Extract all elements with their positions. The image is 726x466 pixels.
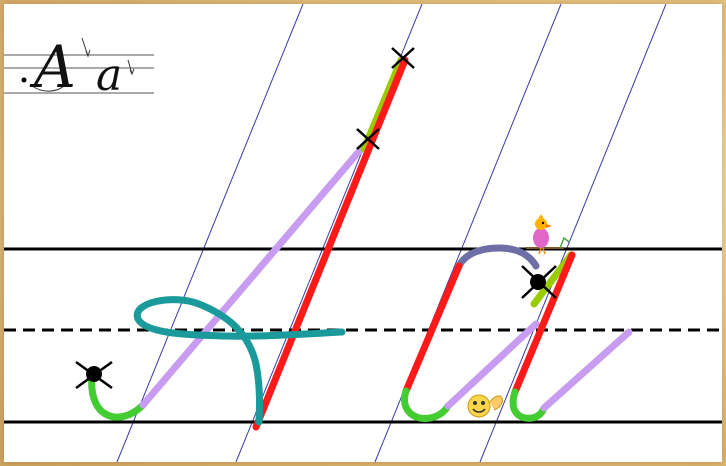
connector-stroke [540,328,633,412]
arch-stroke [455,244,540,270]
main-stroke [252,56,409,431]
hook-stroke [509,388,548,422]
hook-stroke [88,370,147,421]
cross-mark-icon [356,128,380,150]
legend-arrows [21,37,135,92]
slant-guides [116,4,667,462]
loop-stroke [133,296,346,426]
connector-stroke [139,138,371,409]
letter-lower-a [401,244,633,422]
oval-stroke [402,262,463,395]
main-stroke [511,251,576,396]
writing-lines [4,247,722,424]
hook-stroke [401,387,452,422]
sample-lower-letter: a [96,50,123,101]
tip-stroke [360,56,405,153]
cross-mark-icon [75,360,113,390]
cross-mark-icon [521,265,557,299]
bird-icon [526,214,570,255]
connector-stroke [444,320,540,410]
letter-upper-a [88,56,409,431]
smiley-icon [467,394,503,418]
slant-line [116,4,304,462]
sample-upper-letter: A [34,33,76,101]
writing-board: A a [4,4,722,462]
slant-line [479,4,667,462]
markers [75,47,557,390]
cross-mark-icon [391,47,415,69]
legend-ruling [4,54,154,94]
writing-canvas [4,4,722,462]
